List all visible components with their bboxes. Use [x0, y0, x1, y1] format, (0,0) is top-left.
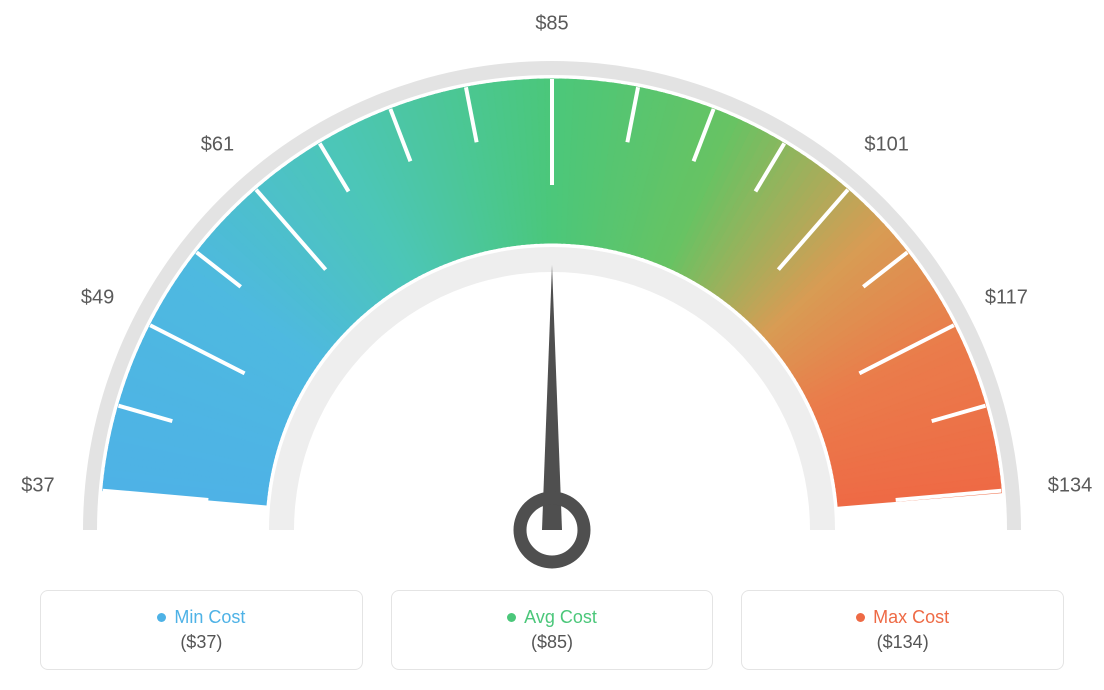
legend-top-min: Min Cost [157, 607, 245, 628]
dot-icon [856, 613, 865, 622]
legend-value-max: ($134) [877, 632, 929, 653]
cost-gauge-chart: $37 $49 $61 $85 $101 $117 $134 Min Cost ($37) … [0, 0, 1104, 690]
legend-label-avg: Avg Cost [524, 607, 597, 628]
gauge-area: $37 $49 $61 $85 $101 $117 $134 [0, 0, 1104, 570]
legend-value-avg: ($85) [531, 632, 573, 653]
gauge-tick-label: $49 [81, 287, 114, 310]
dot-icon [157, 613, 166, 622]
legend-card-min: Min Cost ($37) [40, 590, 363, 670]
gauge-tick-label: $61 [201, 134, 234, 157]
gauge-tick-label: $101 [864, 134, 909, 157]
gauge-svg [0, 0, 1104, 570]
legend-card-max: Max Cost ($134) [741, 590, 1064, 670]
legend-label-min: Min Cost [174, 607, 245, 628]
legend-value-min: ($37) [180, 632, 222, 653]
gauge-tick-label: $37 [21, 474, 54, 497]
legend-card-avg: Avg Cost ($85) [391, 590, 714, 670]
legend-label-max: Max Cost [873, 607, 949, 628]
gauge-tick-label: $134 [1048, 474, 1093, 497]
gauge-tick-label: $85 [535, 13, 568, 36]
legend-top-max: Max Cost [856, 607, 949, 628]
legend-top-avg: Avg Cost [507, 607, 597, 628]
gauge-tick-label: $117 [985, 287, 1028, 310]
legend-row: Min Cost ($37) Avg Cost ($85) Max Cost (… [40, 590, 1064, 670]
dot-icon [507, 613, 516, 622]
